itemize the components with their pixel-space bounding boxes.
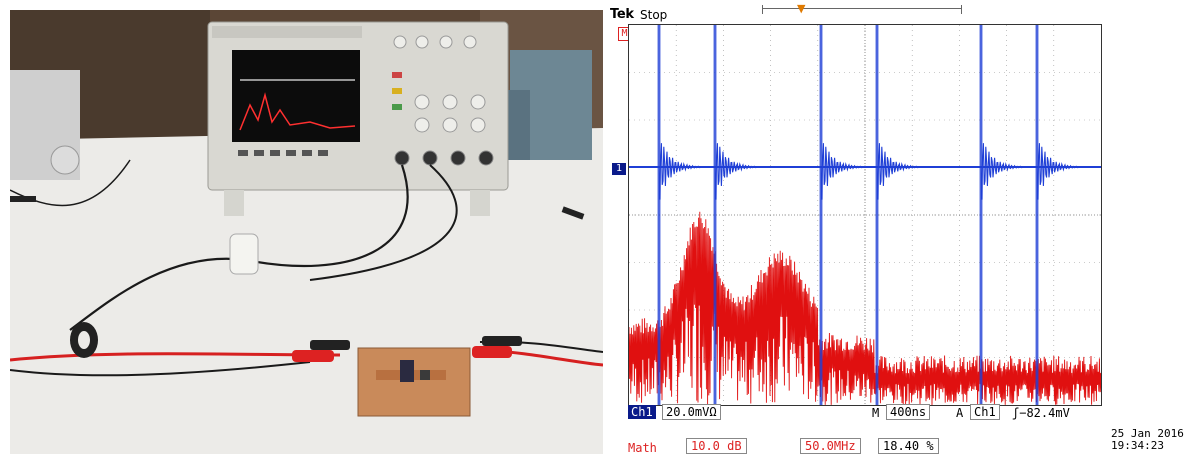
timebase-value: 400ns (886, 404, 931, 420)
ch1-ringing (1036, 143, 1079, 200)
timebase-prefix: M (872, 406, 880, 420)
time-label: 19:34:23 (1111, 439, 1164, 452)
ch1-ringing (876, 143, 919, 200)
math-label: Math (628, 441, 657, 455)
trigger-position-icon: ▼ (797, 2, 806, 15)
trigger-level: ʃ−82.4mV (1012, 406, 1070, 420)
math-frequency: 50.0MHz (800, 438, 861, 454)
waveform-graticule (628, 24, 1102, 406)
acquisition-status: Stop (640, 8, 668, 22)
bench-photo (10, 10, 603, 454)
waveform-plot (629, 25, 1101, 405)
ch1-ringing (658, 143, 701, 200)
math-scale: 10.0 dB (686, 438, 747, 454)
bench-photo-illustration (10, 10, 603, 454)
ch1-label: Ch1 (628, 405, 656, 419)
ch1-ringing (820, 143, 863, 200)
ch1-scale: 20.0mVΩ (662, 404, 721, 420)
oscilloscope-screenshot: Tek Stop ▼ M ▼ 1 Ch1 20.0mVΩ M 400ns A C… (604, 0, 1204, 455)
ch1-ringing (714, 143, 757, 200)
date-label: 25 Jan 2016 (1111, 427, 1184, 440)
trigger-source: Ch1 (970, 404, 1000, 420)
timestamp: 25 Jan 2016 19:34:23 (1111, 428, 1184, 452)
record-position-bar (762, 5, 962, 19)
brand-label: Tek (610, 7, 634, 22)
trigger-prefix: A (956, 406, 964, 420)
math-fft-trace (629, 211, 1101, 405)
ch1-ringing (980, 143, 1023, 200)
math-position: 18.40 % (878, 438, 939, 454)
ch1-ground-marker: 1 (612, 163, 626, 175)
